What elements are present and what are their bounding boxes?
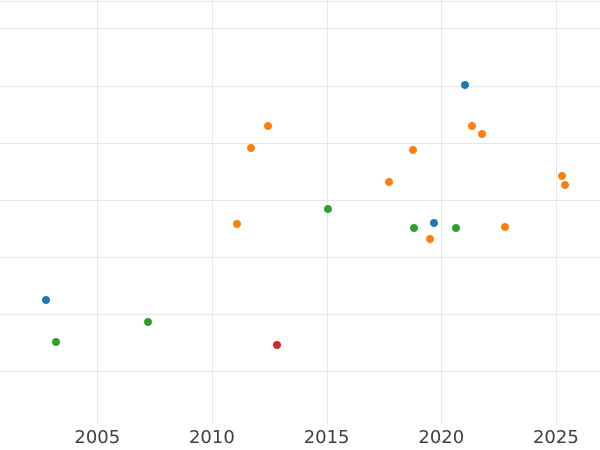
h-gridline <box>0 200 600 201</box>
v-gridline <box>211 0 213 424</box>
data-point-orange <box>558 171 567 180</box>
h-gridline <box>0 257 600 259</box>
data-point-blue <box>41 296 50 305</box>
h-gridline <box>0 0 600 2</box>
x-tick-label: 2020 <box>418 427 465 448</box>
h-gridline <box>0 371 600 373</box>
v-gridline <box>555 0 557 424</box>
h-gridline <box>0 85 600 87</box>
v-gridline <box>441 0 443 424</box>
h-gridline <box>0 142 600 144</box>
data-point-orange <box>425 234 434 243</box>
data-point-green <box>52 337 60 346</box>
data-point-orange <box>264 121 273 130</box>
x-tick-label: 2025 <box>532 427 579 448</box>
data-point-orange <box>561 181 570 189</box>
data-point-orange <box>468 122 477 131</box>
data-point-green <box>452 223 461 232</box>
data-point-orange <box>500 223 509 232</box>
x-tick-label: 2005 <box>74 427 121 448</box>
data-point-orange <box>247 144 256 153</box>
h-gridline <box>0 28 600 30</box>
x-tick-label: 2010 <box>188 427 235 448</box>
plot-area <box>0 0 600 424</box>
data-point-green <box>409 224 418 233</box>
data-point-blue <box>430 219 439 228</box>
data-point-blue <box>461 81 470 89</box>
data-point-green <box>143 318 152 326</box>
data-point-orange <box>408 146 417 154</box>
v-gridline <box>97 0 99 424</box>
data-point-orange <box>384 178 393 187</box>
x-tick-label: 2015 <box>303 427 350 448</box>
h-gridline <box>0 314 600 316</box>
data-point-orange <box>477 130 486 138</box>
data-point-orange <box>233 220 242 228</box>
data-point-green <box>323 205 332 213</box>
data-point-red <box>272 340 281 349</box>
